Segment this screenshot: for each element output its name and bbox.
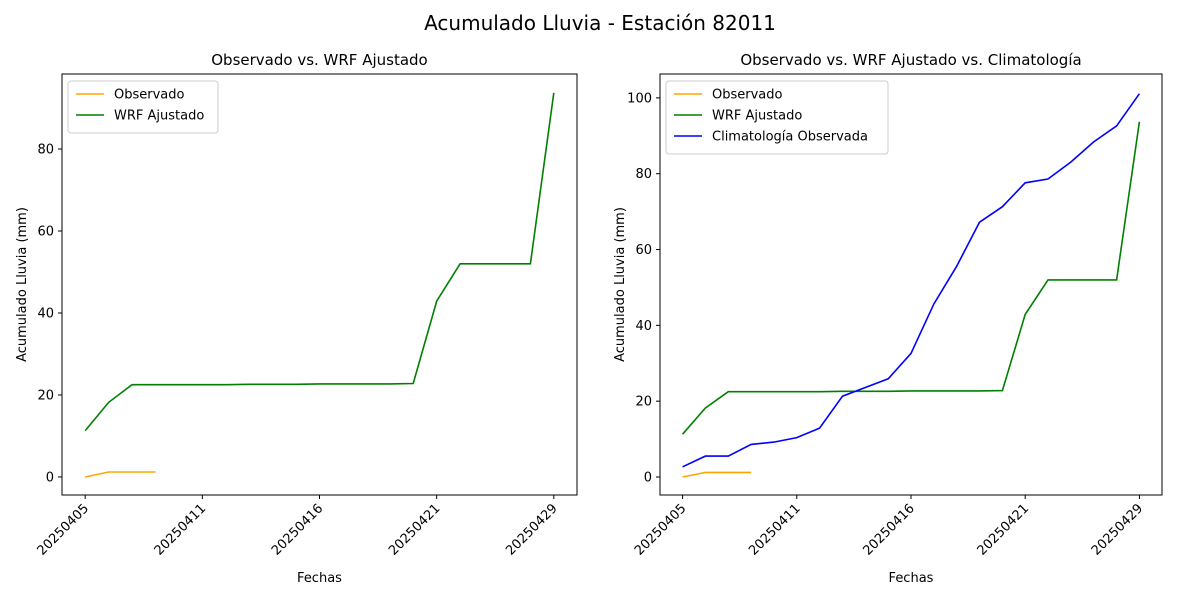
x-tick-label: 20250411	[152, 501, 209, 558]
legend-box	[67, 80, 219, 134]
line	[84, 92, 555, 432]
axes-frame	[61, 73, 578, 496]
x-tick-label: 20250416	[860, 501, 917, 558]
x-tick-label: 20250421	[975, 501, 1032, 558]
line	[682, 93, 1141, 468]
axes-title: Observado vs. WRF Ajustado	[211, 51, 427, 69]
x-tick-label: 20250405	[35, 501, 92, 558]
legend-label: WRF Ajustado	[114, 109, 204, 124]
legend-label: Climatología Observada	[712, 130, 868, 145]
y-axis-label: Acumulado Lluvia (mm)	[15, 207, 30, 362]
legend-label: Observado	[114, 88, 185, 103]
y-tick-label: 0	[46, 470, 54, 485]
line	[682, 471, 752, 478]
y-tick-label: 80	[635, 167, 652, 182]
x-axis-label: Fechas	[297, 571, 342, 586]
legend-box	[665, 80, 889, 155]
x-tick-label: 20250411	[746, 501, 803, 558]
y-tick-label: 20	[635, 395, 652, 410]
line	[681, 121, 1141, 435]
x-tick-label: 20250429	[1089, 501, 1146, 558]
y-tick-label: 100	[627, 91, 652, 106]
x-tick-label: 20250421	[386, 501, 443, 558]
y-tick-label: 40	[635, 319, 652, 334]
legend-label: Observado	[712, 88, 783, 103]
axes-frame	[659, 73, 1163, 496]
y-tick-label: 40	[37, 306, 54, 321]
y-axis-label: Acumulado Lluvia (mm)	[613, 207, 628, 362]
x-tick-label: 20250416	[269, 501, 326, 558]
legend-label: WRF Ajustado	[712, 109, 802, 124]
x-axis-label: Fechas	[889, 571, 934, 586]
x-tick-label: 20250405	[632, 501, 689, 558]
y-tick-label: 80	[37, 143, 54, 158]
figure-title: Acumulado Lluvia - Estación 82011	[424, 11, 776, 35]
x-tick-label: 20250429	[503, 501, 560, 558]
y-tick-label: 0	[644, 470, 652, 485]
line	[85, 471, 156, 478]
y-tick-label: 20	[37, 388, 54, 403]
y-tick-label: 60	[37, 225, 54, 240]
axes-title: Observado vs. WRF Ajustado vs. Climatolo…	[740, 51, 1081, 69]
y-tick-label: 60	[635, 243, 652, 258]
